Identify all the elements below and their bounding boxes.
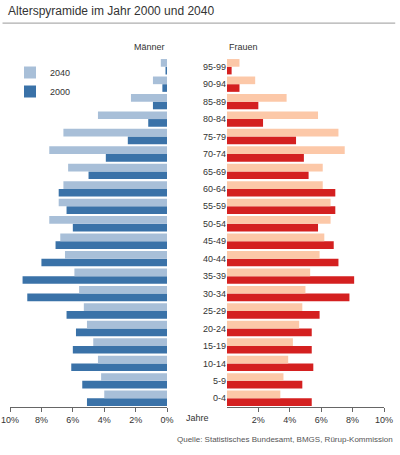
svg-text:2%: 2% xyxy=(252,415,265,425)
svg-text:40-44: 40-44 xyxy=(203,254,226,264)
svg-text:30-34: 30-34 xyxy=(203,289,226,299)
svg-text:0%: 0% xyxy=(161,415,174,425)
svg-text:Jahre: Jahre xyxy=(186,413,209,423)
svg-text:10-14: 10-14 xyxy=(203,359,226,369)
svg-text:75-79: 75-79 xyxy=(203,132,226,142)
svg-text:65-69: 65-69 xyxy=(203,167,226,177)
svg-text:Männer: Männer xyxy=(134,42,165,52)
svg-text:25-29: 25-29 xyxy=(203,306,226,316)
svg-text:50-54: 50-54 xyxy=(203,219,226,229)
svg-text:8%: 8% xyxy=(35,415,48,425)
svg-text:Quelle: Statistisches Bundesam: Quelle: Statistisches Bundesamt, BMGS, R… xyxy=(177,435,393,444)
svg-text:6%: 6% xyxy=(66,415,79,425)
svg-text:2000: 2000 xyxy=(50,87,70,97)
svg-text:Frauen: Frauen xyxy=(229,42,258,52)
svg-text:2040: 2040 xyxy=(50,68,70,78)
svg-text:80-84: 80-84 xyxy=(203,114,226,124)
svg-text:5-9: 5-9 xyxy=(213,376,226,386)
svg-text:0-4: 0-4 xyxy=(213,393,226,403)
svg-text:95-99: 95-99 xyxy=(203,62,226,72)
svg-text:70-74: 70-74 xyxy=(203,149,226,159)
svg-text:10%: 10% xyxy=(1,415,19,425)
svg-text:85-89: 85-89 xyxy=(203,97,226,107)
svg-text:2%: 2% xyxy=(129,415,142,425)
svg-text:10%: 10% xyxy=(375,415,393,425)
svg-text:35-39: 35-39 xyxy=(203,271,226,281)
svg-text:4%: 4% xyxy=(98,415,111,425)
svg-text:20-24: 20-24 xyxy=(203,324,226,334)
svg-text:6%: 6% xyxy=(315,415,328,425)
svg-text:90-94: 90-94 xyxy=(203,79,226,89)
svg-text:8%: 8% xyxy=(346,415,359,425)
svg-text:55-59: 55-59 xyxy=(203,201,226,211)
svg-text:15-19: 15-19 xyxy=(203,341,226,351)
svg-text:4%: 4% xyxy=(283,415,296,425)
svg-text:60-64: 60-64 xyxy=(203,184,226,194)
svg-text:45-49: 45-49 xyxy=(203,236,226,246)
svg-text:Alterspyramide im Jahr 2000 un: Alterspyramide im Jahr 2000 und 2040 xyxy=(8,4,214,18)
